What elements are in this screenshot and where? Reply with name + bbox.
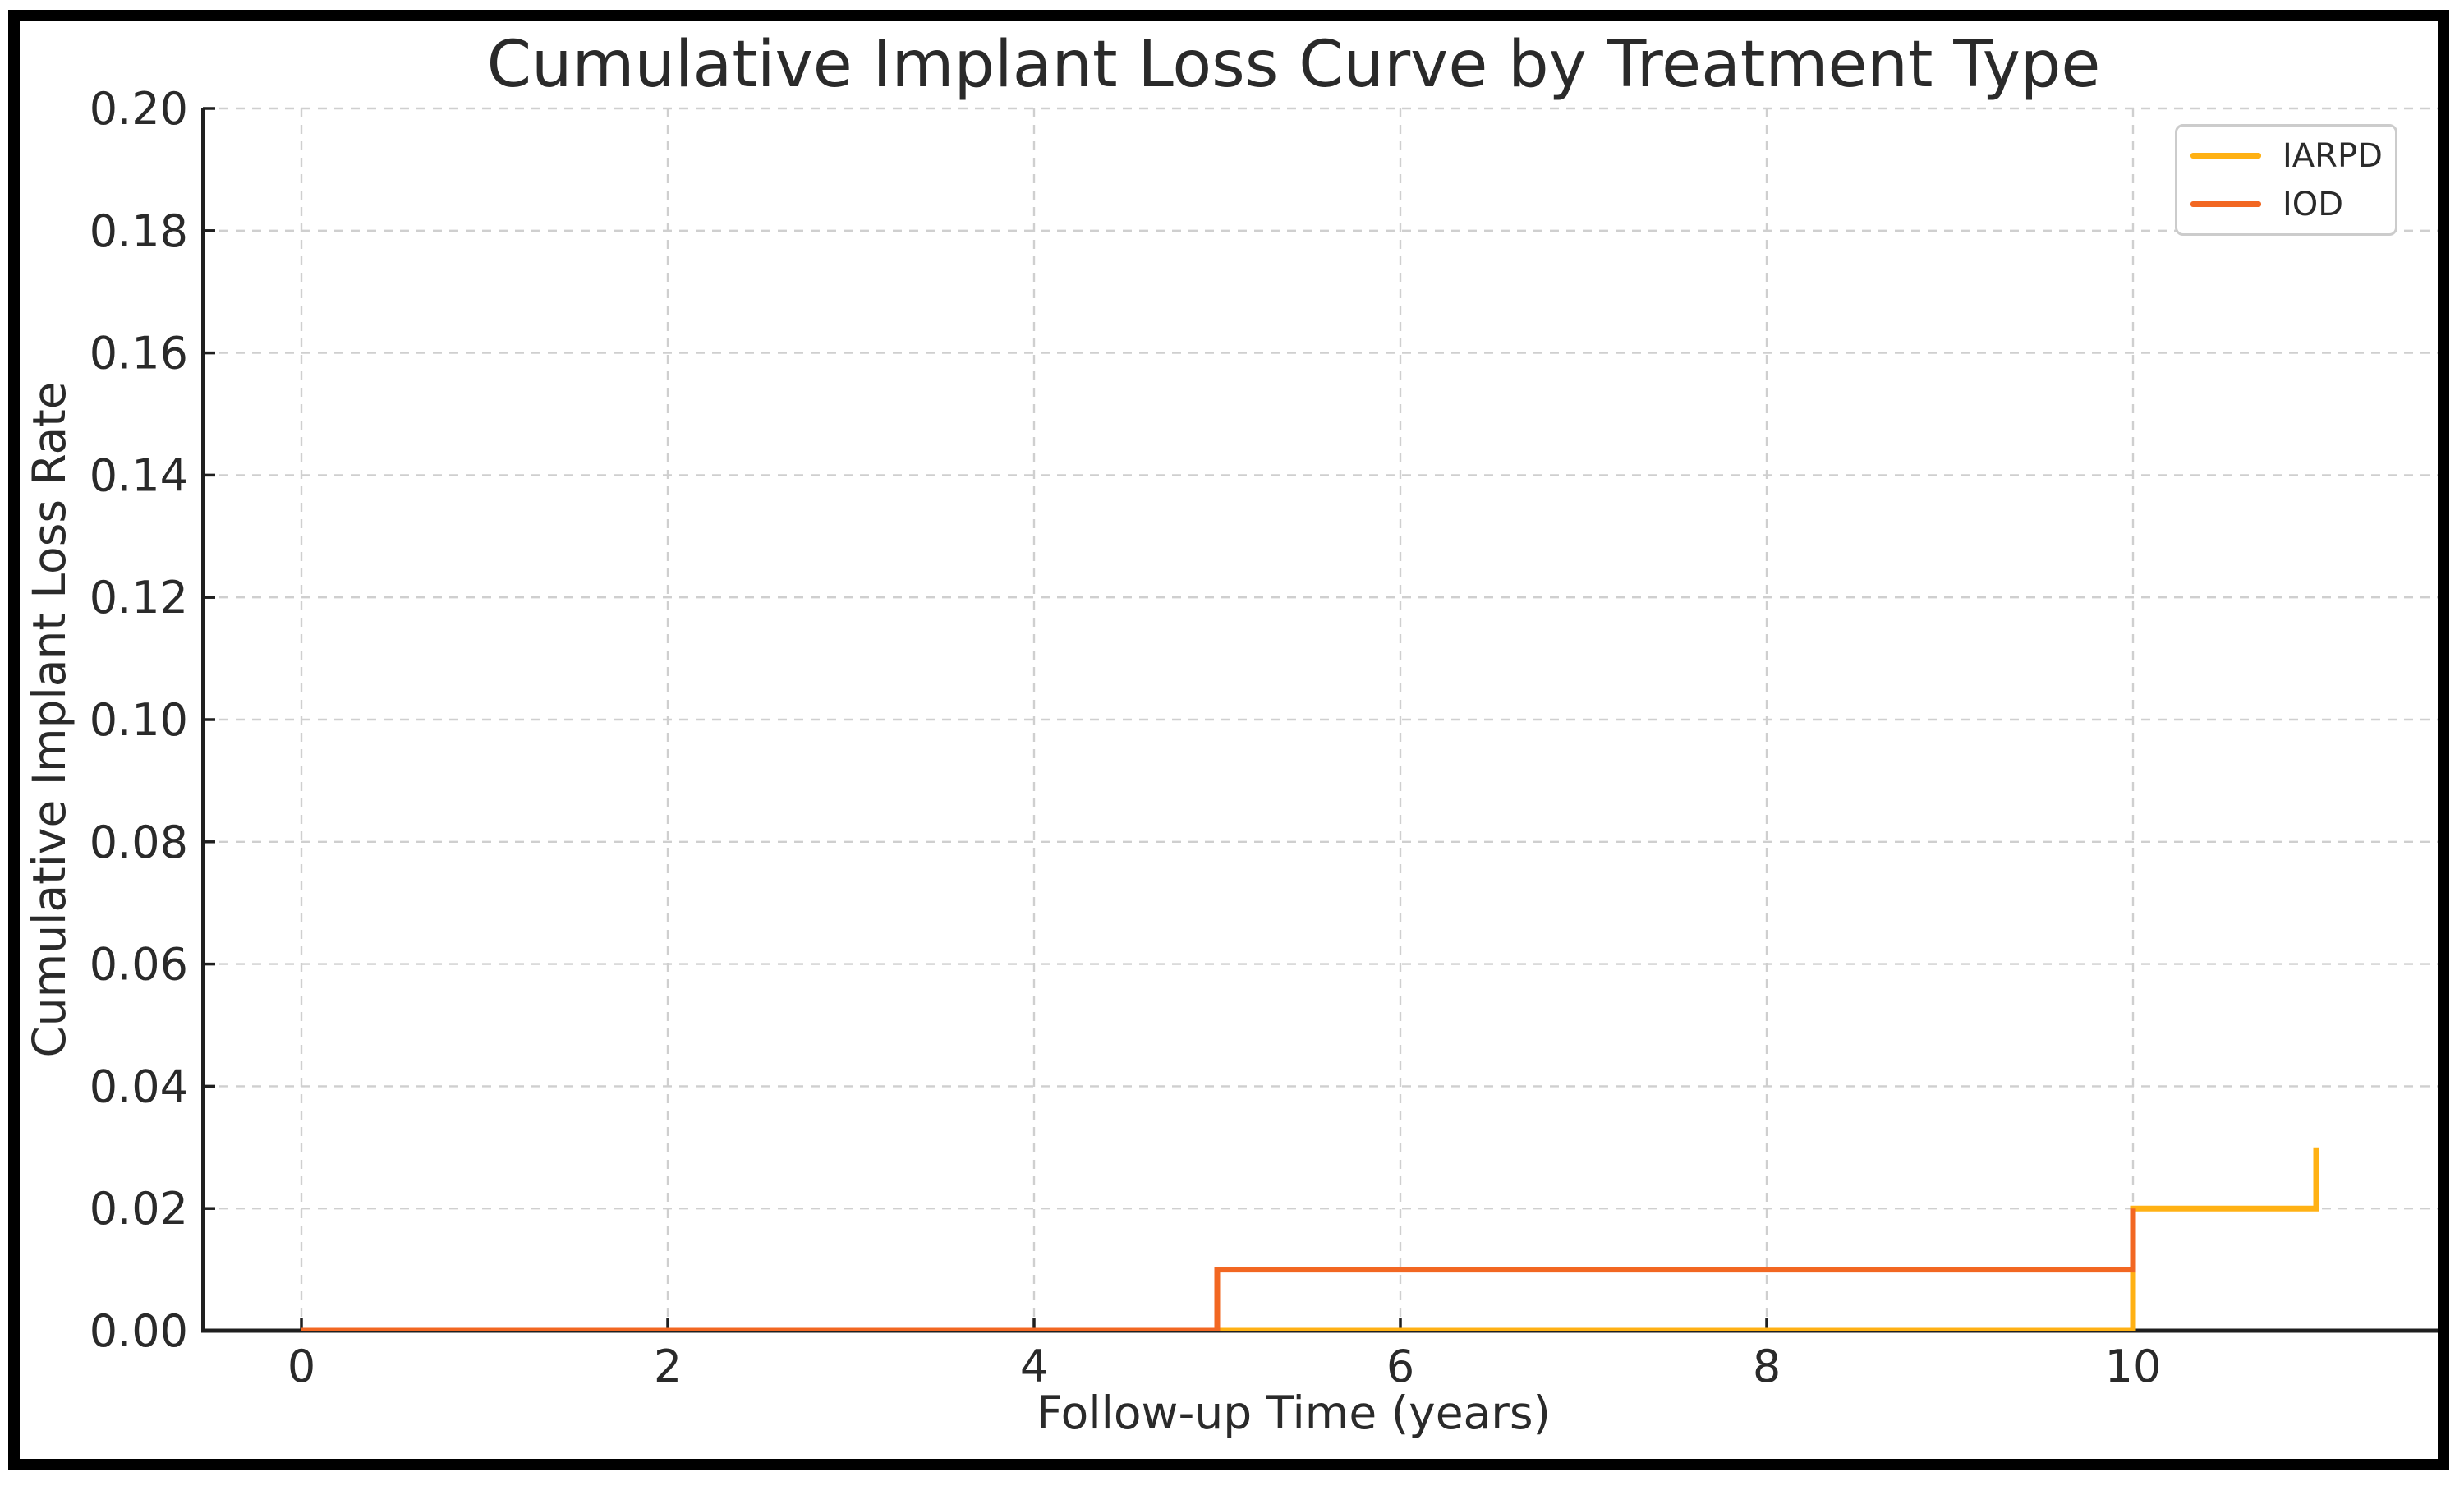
y-tick-label: 0.02 — [90, 1183, 188, 1235]
x-axis-label: Follow-up Time (years) — [1037, 1387, 1551, 1439]
chart-title: Cumulative Implant Loss Curve by Treatme… — [486, 28, 2101, 102]
legend-label-iarpd: IARPD — [2282, 136, 2383, 175]
y-tick-label: 0.04 — [90, 1060, 188, 1112]
x-tick-label: 10 — [2105, 1341, 2162, 1392]
legend: IARPD IOD — [2175, 124, 2397, 236]
x-tick-label: 6 — [1386, 1341, 1414, 1392]
y-tick-label: 0.10 — [90, 694, 188, 746]
y-tick-label: 0.06 — [90, 939, 188, 991]
x-tick-label: 2 — [654, 1341, 682, 1392]
legend-item-iarpd: IARPD — [2190, 137, 2395, 175]
legend-label-iod: IOD — [2282, 185, 2344, 223]
y-tick-label: 0.14 — [90, 449, 188, 501]
iarpd-line-swatch — [2190, 153, 2261, 159]
x-tick-label: 4 — [1020, 1341, 1048, 1392]
series-line-iod — [301, 1208, 2136, 1331]
iod-line-swatch — [2190, 201, 2261, 207]
x-tick-label: 8 — [1753, 1341, 1781, 1392]
y-axis-label: Cumulative Implant Loss Rate — [23, 381, 76, 1058]
y-tick-label: 0.18 — [90, 205, 188, 257]
y-tick-label: 0.00 — [90, 1305, 188, 1357]
x-tick-label: 0 — [287, 1341, 315, 1392]
y-tick-label: 0.20 — [90, 83, 188, 135]
legend-item-iod: IOD — [2190, 186, 2395, 223]
series-line-iarpd — [301, 1147, 2319, 1331]
y-tick-label: 0.12 — [90, 572, 188, 623]
y-tick-label: 0.08 — [90, 817, 188, 868]
y-tick-label: 0.16 — [90, 328, 188, 380]
